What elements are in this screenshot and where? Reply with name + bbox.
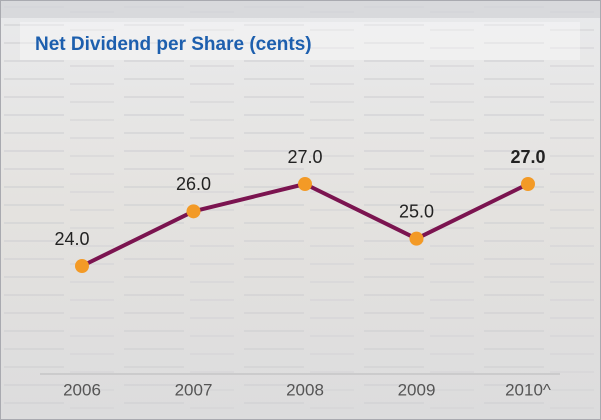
page: Net Dividend per Share (cents) 2006 2007 2…	[0, 0, 601, 420]
data-point	[298, 177, 312, 191]
value-label: 24.0	[54, 229, 89, 249]
value-label: 25.0	[399, 201, 434, 221]
x-tick-label: 2010^	[505, 380, 551, 399]
x-tick-label: 2009	[398, 380, 436, 399]
value-label: 27.0	[287, 147, 322, 167]
background-texture	[0, 0, 601, 420]
top-band	[0, 0, 601, 18]
data-point	[521, 177, 535, 191]
x-tick-label: 2008	[286, 380, 324, 399]
chart: Net Dividend per Share (cents) 2006 2007 2…	[0, 0, 601, 420]
data-point	[75, 259, 89, 273]
data-point	[187, 204, 201, 218]
x-tick-label: 2006	[63, 380, 101, 399]
value-label: 26.0	[176, 174, 211, 194]
value-label: 27.0	[510, 147, 545, 167]
x-tick-label: 2007	[175, 380, 213, 399]
chart-title: Net Dividend per Share (cents)	[35, 34, 312, 55]
data-point	[410, 232, 424, 246]
